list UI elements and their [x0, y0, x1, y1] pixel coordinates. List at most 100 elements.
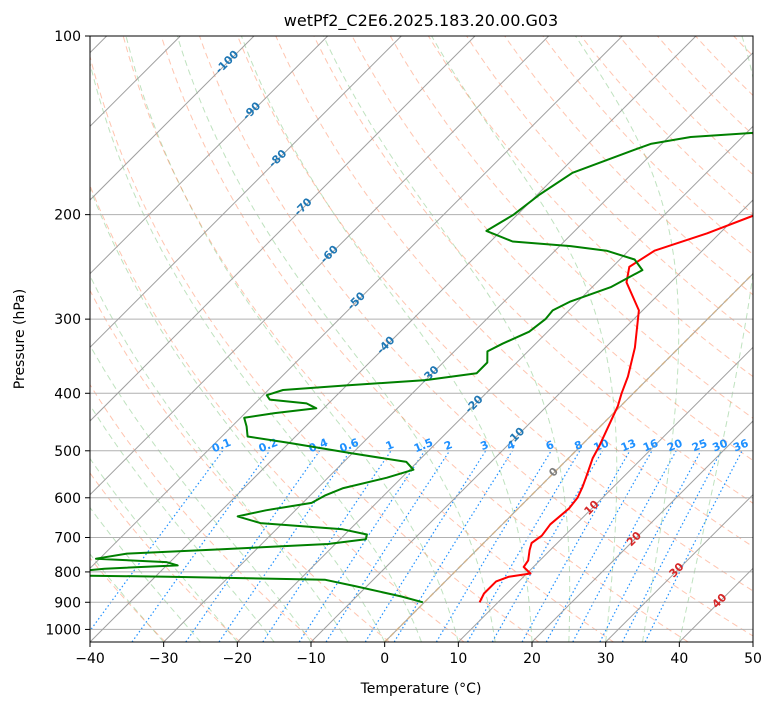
y-tick-label: 400: [54, 386, 81, 402]
profile-line: [478, 214, 753, 603]
mixing-ratio-label: 16: [641, 437, 660, 455]
mixing-ratio-label: 30: [711, 437, 730, 455]
mixing-ratio-label: 25: [690, 437, 709, 455]
y-axis-label: Pressure (hPa): [12, 289, 28, 389]
mixing-ratio-lines: [90, 450, 743, 642]
dry-adiabat: [160, 36, 689, 642]
moist-adiabat: [323, 36, 571, 642]
x-tick-label: 20: [523, 651, 541, 667]
x-tick-label: 50: [744, 651, 762, 667]
mixing-ratio-line: [572, 450, 677, 642]
x-axis-ticks: −40 −30 −20 −10 0 10 20 30 40 50: [75, 642, 762, 667]
dry-adiabat: [90, 184, 465, 642]
x-tick-label: −40: [75, 651, 105, 667]
profile-series: [90, 131, 753, 604]
isotherm-line: [457, 346, 753, 642]
dry-adiabat: [313, 36, 753, 504]
dry-adiabat: [351, 36, 753, 462]
y-tick-label: 200: [54, 208, 81, 224]
dry-adiabats: [90, 36, 753, 642]
dry-adiabat: [504, 36, 753, 296]
mixing-ratio-label: 2: [442, 438, 454, 453]
dry-adiabat: [618, 36, 753, 176]
y-tick-label: 800: [54, 565, 81, 581]
y-tick-label: 300: [54, 312, 81, 328]
chart-title: wetPf2_C2E6.2025.183.20.00.G03: [284, 11, 558, 31]
isotherm-line: [90, 36, 476, 422]
moist-adiabat: [176, 36, 496, 642]
moist-adiabat: [90, 61, 422, 642]
moist-adiabat: [90, 274, 349, 642]
moist-adiabat: [90, 187, 386, 642]
dry-adiabat: [90, 383, 316, 642]
x-tick-label: −10: [296, 651, 326, 667]
y-tick-label: 500: [54, 444, 81, 460]
x-tick-label: 30: [597, 651, 615, 667]
mixing-ratio-line: [218, 450, 351, 642]
isotherm-line: [531, 420, 753, 642]
moist-adiabat: [90, 506, 201, 642]
dry-adiabat: [275, 36, 753, 548]
mixing-ratio-label: 20: [665, 437, 684, 455]
mixing-ratio-label: 36: [731, 437, 750, 455]
y-tick-label: 1000: [45, 622, 81, 638]
isotherm-line: [90, 36, 623, 570]
moist-adiabat: [90, 404, 275, 642]
mixing-ratio-line: [435, 450, 552, 642]
y-tick-label: 900: [54, 595, 81, 611]
isotherm-line: [310, 199, 753, 642]
isotherm-line: [163, 51, 753, 642]
mixing-ratio-line: [521, 450, 631, 642]
x-tick-label: −30: [149, 651, 179, 667]
x-tick-label: 40: [670, 651, 688, 667]
mixing-ratio-line: [466, 450, 581, 642]
isotherm-line: [90, 36, 329, 275]
mixing-ratio-line: [185, 450, 321, 642]
moist-adiabat: [125, 36, 459, 642]
zero-isotherm-line: [384, 272, 753, 642]
isotherm-line: [90, 36, 550, 496]
plot-frame: [89, 35, 754, 643]
zero-isotherm: [384, 272, 753, 642]
isotherm-line: [236, 125, 753, 642]
moist-adiabat: [575, 36, 680, 642]
mixing-ratio-line: [325, 450, 451, 642]
isotherm-line: [90, 36, 402, 349]
y-axis-ticks: 100 200 300 400 500 600 700 800 900 1000: [45, 29, 90, 638]
dry-adiabat: [389, 36, 753, 419]
y-tick-label: 100: [54, 29, 81, 45]
dry-adiabat: [90, 289, 390, 642]
mixing-ratio-line: [364, 450, 487, 642]
skewed-isotherms: [90, 36, 753, 642]
moist-adiabat: [90, 457, 238, 642]
mixing-ratio-line: [131, 450, 271, 642]
x-tick-label: −20: [223, 651, 253, 667]
dry-adiabat: [427, 36, 753, 378]
profile-line: [90, 131, 753, 604]
moist-adiabat: [431, 36, 618, 642]
mixing-ratio-label: 1: [384, 438, 396, 453]
mixing-ratio-line: [393, 450, 513, 642]
x-tick-label: 0: [380, 651, 389, 667]
dry-adiabat: [199, 36, 753, 637]
dry-adiabat: [237, 36, 753, 592]
mixing-ratio-label: 8: [572, 438, 584, 453]
moist-adiabat: [240, 36, 533, 642]
x-axis-label: Temperature (°C): [360, 681, 482, 697]
mixing-ratio-label: 13: [619, 437, 638, 455]
dry-adiabat: [90, 54, 540, 642]
isotherm-line: [90, 36, 697, 642]
isotherm-line: [605, 493, 753, 642]
x-tick-label: 10: [449, 651, 467, 667]
pressure-gridlines: [90, 36, 753, 630]
isotherm-line: [90, 36, 255, 201]
moist-adiabat: [90, 553, 165, 642]
mixing-ratio-label: 3: [478, 438, 490, 453]
mixing-ratio-line: [491, 450, 604, 642]
dry-adiabat: [122, 36, 614, 642]
moist-adiabat: [678, 36, 753, 642]
y-tick-label: 600: [54, 491, 81, 507]
y-tick-label: 700: [54, 531, 81, 547]
